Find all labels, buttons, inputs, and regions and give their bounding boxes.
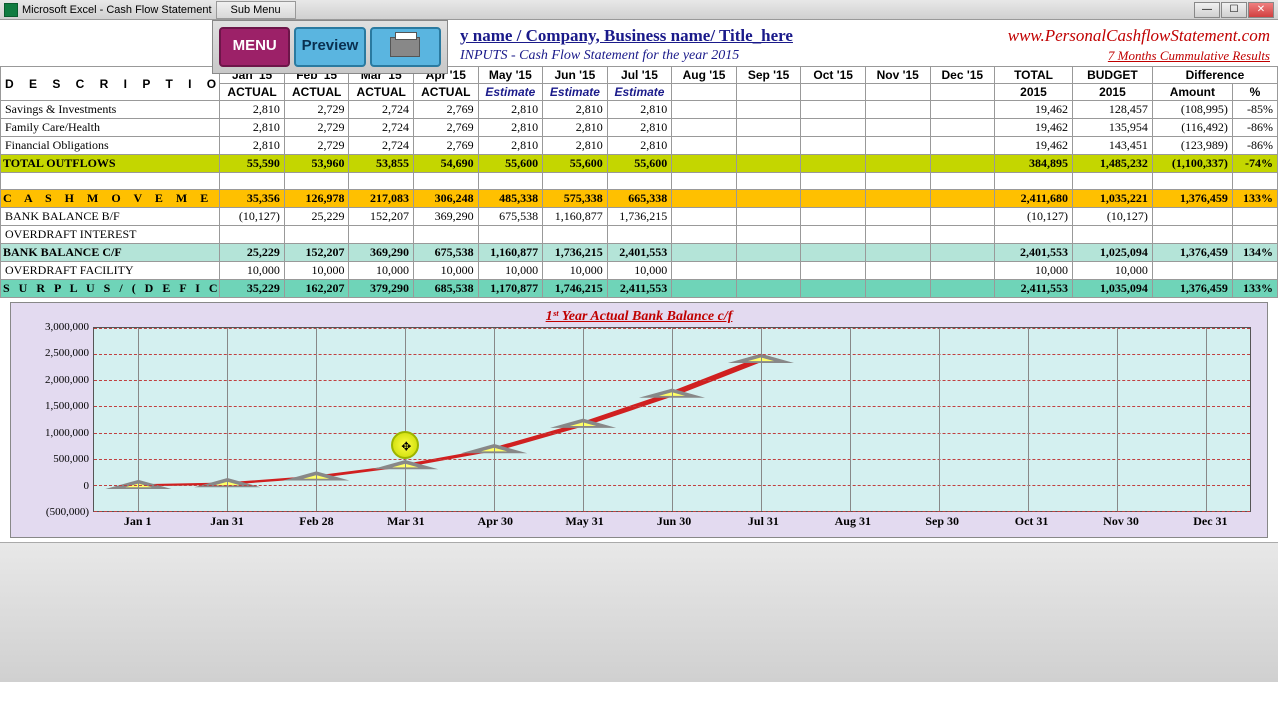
table-row <box>1 173 1278 190</box>
page-title: y name / Company, Business name/ Title_h… <box>460 26 793 46</box>
website-url: www.PersonalCashflowStatement.com <box>1008 26 1270 46</box>
bottom-panel <box>0 542 1278 682</box>
chart-x-axis: Jan 1Jan 31Feb 28Mar 31Apr 30May 31Jun 3… <box>93 512 1255 529</box>
header-row-1: D E S C R I P T I O N Jan '15 Feb '15 Ma… <box>1 67 1278 84</box>
submenu-tab[interactable]: Sub Menu <box>216 1 296 19</box>
chart-title: 1ˢᵗ Year Actual Bank Balance c/f <box>23 309 1255 325</box>
desc-header: D E S C R I P T I O N <box>1 67 220 101</box>
menu-button[interactable]: MENU <box>219 27 290 67</box>
print-button[interactable] <box>370 27 441 67</box>
printer-icon <box>390 37 420 57</box>
preview-button[interactable]: Preview <box>294 27 365 67</box>
table-row: C A S H M O V E M E N T35,356126,978217,… <box>1 190 1278 208</box>
data-table: D E S C R I P T I O N Jan '15 Feb '15 Ma… <box>0 66 1278 298</box>
submenu-panel: MENU Preview <box>212 20 448 74</box>
table-row: BANK BALANCE C/F25,229152,207369,290675,… <box>1 244 1278 262</box>
window-title: Microsoft Excel - Cash Flow Statement <box>22 4 212 16</box>
table-row: Family Care/Health2,8102,7292,7242,7692,… <box>1 119 1278 137</box>
title-bar: Microsoft Excel - Cash Flow Statement Su… <box>0 0 1278 20</box>
chart-plot-area[interactable]: ✥ <box>93 327 1251 512</box>
chart-container: 1ˢᵗ Year Actual Bank Balance c/f 3,000,0… <box>10 302 1268 538</box>
table-row: OVERDRAFT FACILITY10,00010,00010,00010,0… <box>1 262 1278 280</box>
cumulative-label: 7 Months Cummulative Results <box>1108 48 1270 64</box>
minimize-button[interactable]: — <box>1194 2 1220 18</box>
table-row: S U R P L U S / ( D E F I C I T )35,2291… <box>1 280 1278 298</box>
table-row: Financial Obligations2,8102,7292,7242,76… <box>1 137 1278 155</box>
table-row: Savings & Investments2,8102,7292,7242,76… <box>1 101 1278 119</box>
close-button[interactable]: ✕ <box>1248 2 1274 18</box>
table-row: BANK BALANCE B/F(10,127)25,229152,207369… <box>1 208 1278 226</box>
maximize-button[interactable]: ☐ <box>1221 2 1247 18</box>
page-subtitle: INPUTS - Cash Flow Statement for the yea… <box>460 48 739 64</box>
chart-y-axis: 3,000,0002,500,0002,000,0001,500,0001,00… <box>23 327 93 512</box>
table-row: TOTAL OUTFLOWS55,59053,96053,85554,69055… <box>1 155 1278 173</box>
table-row: OVERDRAFT INTEREST <box>1 226 1278 244</box>
excel-icon <box>4 3 18 17</box>
